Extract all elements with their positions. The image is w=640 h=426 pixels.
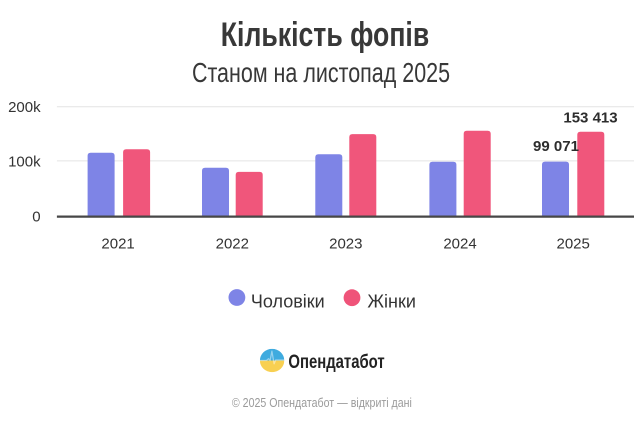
svg-text:Жінки: Жінки	[367, 291, 416, 311]
svg-text:2023: 2023	[329, 236, 362, 253]
svg-text:Опендатабот: Опендатабот	[288, 352, 384, 373]
svg-text:Кількість фопів: Кількість фопів	[221, 16, 429, 54]
svg-text:0: 0	[32, 208, 40, 225]
svg-text:2025: 2025	[557, 236, 590, 253]
svg-text:2024: 2024	[443, 236, 476, 253]
svg-text:2022: 2022	[216, 236, 249, 253]
svg-text:© 2025 Опендатабот — відкриті: © 2025 Опендатабот — відкриті дані	[232, 395, 412, 410]
svg-text:100k: 100k	[8, 153, 41, 170]
svg-text:99 071: 99 071	[533, 138, 579, 155]
svg-text:Чоловіки: Чоловіки	[251, 291, 325, 311]
svg-text:2021: 2021	[101, 236, 134, 253]
svg-text:200k: 200k	[8, 99, 41, 116]
svg-text:153 413: 153 413	[563, 110, 617, 127]
svg-text:Станом на листопад 2025: Станом на листопад 2025	[192, 57, 450, 88]
